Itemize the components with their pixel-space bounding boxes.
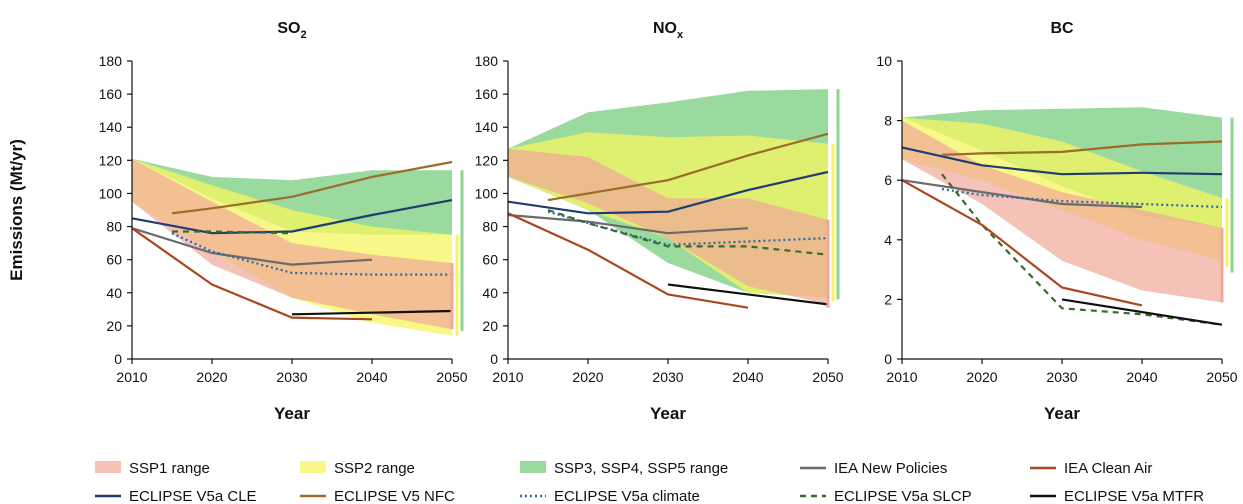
y-tick-label: 20 <box>106 318 122 334</box>
legend-label: ECLIPSE V5a CLE <box>129 488 257 504</box>
ssp1-band <box>508 148 828 305</box>
iea_np-line <box>507 213 749 235</box>
y-tick-label: 2 <box>884 291 892 307</box>
slcp-line <box>172 230 293 235</box>
clE-line <box>131 199 453 235</box>
ssp1-swatch <box>95 461 121 473</box>
legend-item-iea_ca: IEA Clean Air <box>1030 460 1152 477</box>
nfc-line <box>941 140 1223 156</box>
slcp-line <box>941 173 1223 326</box>
y-tick-label: 6 <box>884 172 892 188</box>
y-tick-label: 160 <box>99 86 123 102</box>
y-axis-title: Emissions (Mt/yr) <box>7 139 26 281</box>
panel-title: BC <box>1050 20 1074 37</box>
y-tick-label: 4 <box>884 232 892 248</box>
y-tick-label: 100 <box>475 185 499 201</box>
y-tick-label: 180 <box>475 53 499 69</box>
panel-3: 0 2 4 6 8 10 2010 2020 2030 2040 2050 Year BC <box>876 20 1237 423</box>
x-tick-label: 2030 <box>652 369 683 385</box>
y-tick-label: 40 <box>106 285 122 301</box>
y-tick-label: 8 <box>884 113 892 129</box>
y-tick-label: 40 <box>482 285 498 301</box>
iea_ca-line <box>131 227 373 321</box>
legend-item-ssp1: SSP1 range <box>95 460 210 477</box>
legend-label: ECLIPSE V5 NFC <box>334 488 455 504</box>
legend-item-ssp345: SSP3, SSP4, SSP5 range <box>520 460 728 477</box>
legend-item-nfc: ECLIPSE V5 NFC <box>300 488 455 504</box>
y-tick-label: 60 <box>106 252 122 268</box>
climate-line <box>171 232 452 276</box>
legend-item-slcp: ECLIPSE V5a SLCP <box>800 488 972 504</box>
x-tick-label: 2020 <box>966 369 997 385</box>
y-tick-label: 160 <box>475 86 499 102</box>
x-tick-label: 2030 <box>276 369 307 385</box>
x-tick-label: 2020 <box>572 369 603 385</box>
mtfr-line <box>667 283 829 306</box>
legend-label: ECLIPSE V5a climate <box>554 488 700 504</box>
x-tick-label: 2040 <box>1126 369 1157 385</box>
legend: SSP1 range SSP2 range SSP3, SSP4, SSP5 ran… <box>95 460 1204 504</box>
y-tick-label: 80 <box>482 219 498 235</box>
nfc-line <box>547 132 829 202</box>
x-tick-label: 2010 <box>116 369 147 385</box>
nfc-line <box>171 160 453 215</box>
x-tick-label: 2040 <box>356 369 387 385</box>
x-axis-title: Year <box>1044 404 1080 423</box>
legend-label: SSP3, SSP4, SSP5 range <box>554 460 728 477</box>
panel-title: SO2 <box>277 20 306 41</box>
slcp-line <box>547 208 829 256</box>
mtfr-line <box>1061 298 1223 326</box>
legend-label: SSP1 range <box>129 460 210 477</box>
x-tick-label: 2010 <box>886 369 917 385</box>
x-tick-label: 2050 <box>1206 369 1237 385</box>
iea_ca-line <box>507 212 749 309</box>
climate-line <box>547 210 829 246</box>
x-tick-label: 2020 <box>196 369 227 385</box>
clE-line <box>901 146 1223 176</box>
x-tick-label: 2010 <box>492 369 523 385</box>
y-tick-label: 120 <box>475 152 499 168</box>
legend-item-mtfr: ECLIPSE V5a MTFR <box>1030 488 1204 504</box>
clE-line <box>507 170 829 215</box>
legend-label: ECLIPSE V5a SLCP <box>834 488 972 504</box>
legend-item-clE: ECLIPSE V5a CLE <box>95 488 257 504</box>
legend-item-iea_np: IEA New Policies <box>800 460 947 477</box>
y-tick-label: 140 <box>475 119 499 135</box>
iea_np-line <box>131 227 373 266</box>
x-tick-label: 2040 <box>732 369 763 385</box>
legend-item-climate: ECLIPSE V5a climate <box>520 488 700 504</box>
y-tick-label: 10 <box>876 53 892 69</box>
y-tick-label: 0 <box>114 351 122 367</box>
legend-label: ECLIPSE V5a MTFR <box>1064 488 1204 504</box>
x-axis-title: Year <box>650 404 686 423</box>
y-tick-label: 20 <box>482 318 498 334</box>
y-tick-label: 120 <box>99 152 123 168</box>
ssp345-swatch <box>520 461 546 473</box>
x-tick-label: 2030 <box>1046 369 1077 385</box>
y-tick-label: 100 <box>99 185 123 201</box>
y-tick-label: 0 <box>490 351 498 367</box>
y-tick-label: 80 <box>106 219 122 235</box>
mtfr-line <box>291 309 453 316</box>
legend-label: SSP2 range <box>334 460 415 477</box>
panel-title: NOx <box>653 20 684 41</box>
x-axis-title: Year <box>274 404 310 423</box>
x-tick-label: 2050 <box>812 369 843 385</box>
y-tick-label: 180 <box>99 53 123 69</box>
y-tick-label: 140 <box>99 119 123 135</box>
climate-line <box>941 188 1223 209</box>
y-tick-label: 60 <box>482 252 498 268</box>
y-tick-label: 0 <box>884 351 892 367</box>
legend-label: IEA New Policies <box>834 460 947 477</box>
x-tick-label: 2050 <box>436 369 467 385</box>
ssp1-band <box>132 158 452 330</box>
ssp2-swatch <box>300 461 326 473</box>
legend-label: IEA Clean Air <box>1064 460 1152 477</box>
iea_ca-line <box>901 179 1143 307</box>
legend-item-ssp2: SSP2 range <box>300 460 415 477</box>
